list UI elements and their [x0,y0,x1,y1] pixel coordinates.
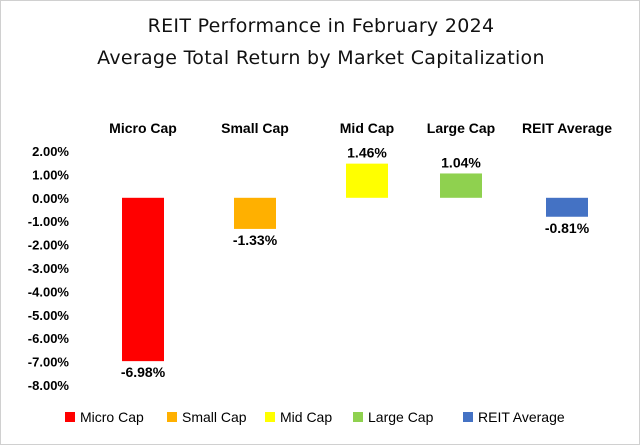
y-tick-label: -5.00% [28,308,70,323]
category-label: Small Cap [221,120,289,136]
y-tick-label: -2.00% [28,238,70,253]
y-tick-label: -3.00% [28,261,70,276]
y-tick-label: -8.00% [28,378,70,393]
data-label: -1.33% [233,232,278,248]
bar-reit-average [546,197,588,217]
legend-swatch [265,412,275,422]
y-tick-label: -7.00% [28,355,70,370]
bar-mid-cap [346,163,388,198]
bar-large-cap [440,173,482,198]
legend-swatch [167,412,177,422]
chart-title: REIT Performance in February 2024 [147,15,495,37]
legend-entry: REIT Average [478,409,565,425]
data-label: 1.46% [347,145,387,161]
category-label: Large Cap [427,120,495,136]
legend-swatch [463,412,473,422]
legend-swatch [65,412,75,422]
y-tick-label: 2.00% [32,144,69,159]
legend-entry: Small Cap [182,409,247,425]
bar-micro-cap [122,197,164,362]
legend-entry: Large Cap [368,409,434,425]
bar-small-cap [234,197,276,229]
y-tick-label: -1.00% [28,214,70,229]
data-label: 1.04% [441,154,481,170]
y-tick-label: 1.00% [32,167,69,182]
legend-entry: Micro Cap [80,409,144,425]
chart-subtitle: Average Total Return by Market Capitaliz… [97,47,545,69]
legend-entry: Mid Cap [280,409,332,425]
y-tick-label: -6.00% [28,331,70,346]
y-tick-label: 0.00% [32,191,69,206]
data-label: -6.98% [121,364,166,380]
y-tick-label: -4.00% [28,284,70,299]
category-label: Micro Cap [109,120,177,136]
data-label: -0.81% [545,220,590,236]
category-label: REIT Average [522,120,612,136]
legend-swatch [353,412,363,422]
category-label: Mid Cap [340,120,394,136]
